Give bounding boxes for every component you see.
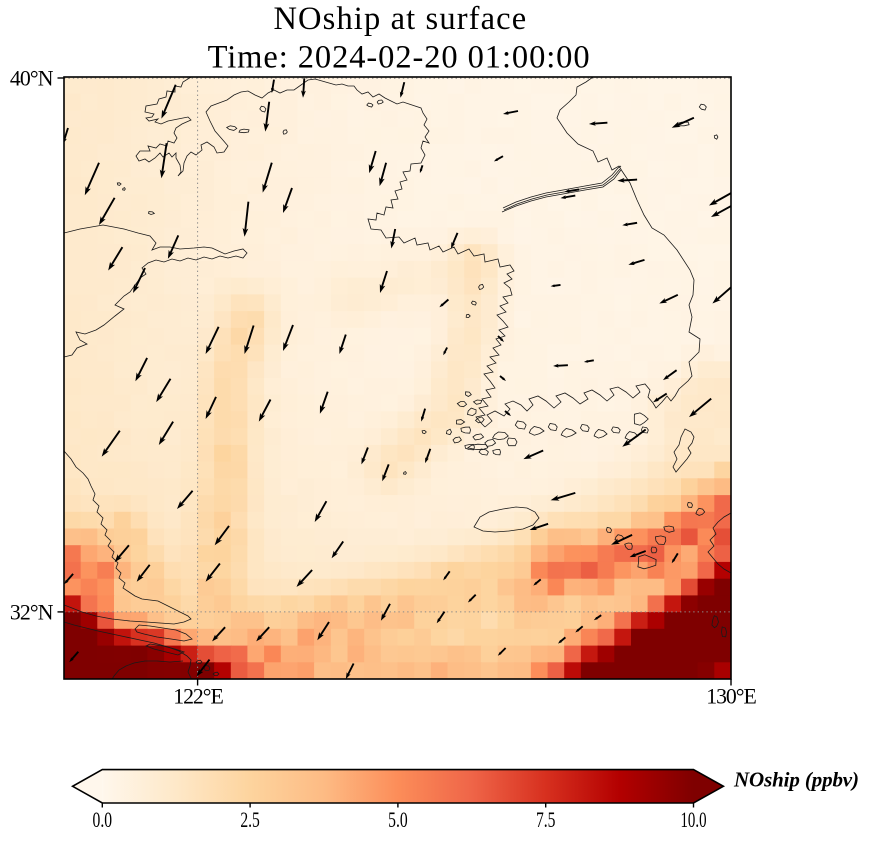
svg-text:0.0: 0.0 (93, 808, 113, 832)
svg-text:Time: 2024-02-20 01:00:00: Time: 2024-02-20 01:00:00 (208, 39, 590, 75)
svg-text:NOship (ppbv): NOship (ppbv) (733, 767, 859, 791)
svg-text:122°E: 122°E (173, 684, 224, 708)
svg-text:40°N: 40°N (10, 67, 54, 91)
svg-text:130°E: 130°E (706, 684, 757, 708)
svg-text:5.0: 5.0 (388, 808, 408, 832)
svg-text:32°N: 32°N (10, 600, 54, 624)
svg-text:7.5: 7.5 (536, 808, 556, 832)
svg-text:10.0: 10.0 (681, 808, 707, 832)
svg-text:NOship at surface: NOship at surface (273, 1, 526, 37)
svg-text:2.5: 2.5 (240, 808, 260, 832)
